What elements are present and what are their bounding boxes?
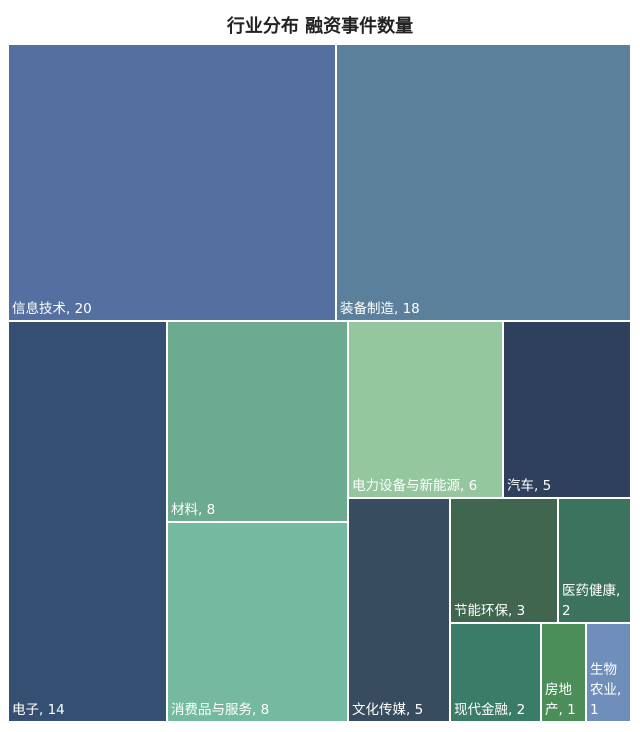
treemap-label-11-1: 产, 1	[545, 702, 576, 718]
treemap-label-10-0: 现代金融, 2	[454, 702, 525, 718]
treemap-rect-5	[347, 320, 504, 499]
treemap-tile-11: 房地产, 1	[540, 622, 587, 723]
treemap-tile-6: 汽车, 5	[502, 320, 632, 499]
treemap-rect-7	[347, 497, 451, 723]
treemap-label-9-0: 医药健康,	[562, 582, 620, 599]
treemap-rect-3	[166, 320, 349, 523]
treemap-tile-8: 节能环保, 3	[449, 497, 559, 624]
treemap-label-3-0: 材料, 8	[171, 502, 215, 518]
treemap-label-1-0: 装备制造, 18	[340, 300, 420, 317]
treemap-label-11-0: 房地	[545, 682, 573, 698]
treemap-label-9-1: 2	[562, 603, 571, 619]
treemap-tile-10: 现代金融, 2	[449, 622, 542, 723]
treemap-tile-4: 消费品与服务, 8	[166, 521, 349, 723]
treemap-tile-5: 电力设备与新能源, 6	[347, 320, 504, 499]
treemap-label-2-0: 电子, 14	[12, 702, 65, 718]
treemap-label-5-0: 电力设备与新能源, 6	[352, 477, 477, 494]
treemap-label-8-0: 节能环保, 3	[454, 603, 525, 619]
treemap-tile-3: 材料, 8	[166, 320, 349, 523]
treemap-label-4-0: 消费品与服务, 8	[171, 702, 269, 718]
treemap-tile-1: 装备制造, 18	[335, 43, 632, 322]
treemap-rect-4	[166, 521, 349, 723]
treemap-label-6-0: 汽车, 5	[507, 477, 551, 494]
treemap-label-7-0: 文化传媒, 5	[352, 702, 423, 718]
chart-title: 行业分布 融资事件数量	[226, 16, 414, 37]
treemap-label-12-2: 1	[590, 702, 599, 718]
treemap-rect-0	[7, 43, 337, 322]
treemap-rect-1	[335, 43, 632, 322]
treemap-tile-7: 文化传媒, 5	[347, 497, 451, 723]
treemap-rect-2	[7, 320, 168, 723]
treemap-tile-9: 医药健康, 2	[557, 497, 632, 624]
treemap-rect-12	[585, 622, 632, 723]
treemap-tile-0: 信息技术, 20	[7, 43, 337, 322]
treemap-tile-2: 电子, 14	[7, 320, 168, 723]
treemap-label-12-1: 农业,	[590, 682, 621, 698]
treemap-label-12-0: 生物	[590, 662, 617, 678]
treemap-label-0-0: 信息技术, 20	[12, 300, 92, 317]
treemap-rect-6	[502, 320, 632, 499]
